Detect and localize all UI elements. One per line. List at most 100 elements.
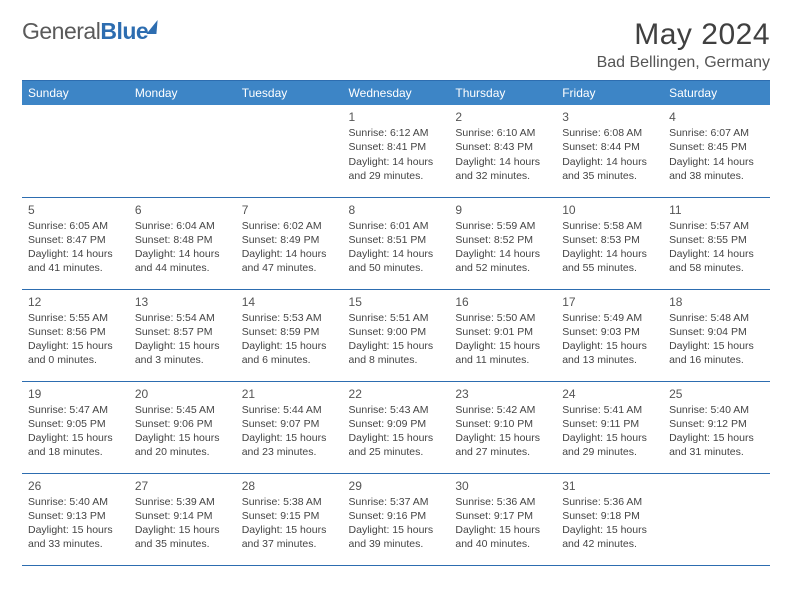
daylight-line: Daylight: 15 hours and 8 minutes. <box>349 339 444 367</box>
day-number: 2 <box>455 109 550 125</box>
daylight-line: Daylight: 15 hours and 29 minutes. <box>562 431 657 459</box>
sunset-line: Sunset: 9:07 PM <box>242 417 337 431</box>
daylight-line: Daylight: 14 hours and 32 minutes. <box>455 155 550 183</box>
daylight-line: Daylight: 14 hours and 47 minutes. <box>242 247 337 275</box>
day-number: 31 <box>562 478 657 494</box>
sunset-line: Sunset: 9:01 PM <box>455 325 550 339</box>
logo-word1: General <box>22 18 100 44</box>
day-number: 27 <box>135 478 230 494</box>
sunset-line: Sunset: 8:41 PM <box>349 140 444 154</box>
sunrise-line: Sunrise: 5:42 AM <box>455 403 550 417</box>
sunrise-line: Sunrise: 5:57 AM <box>669 219 764 233</box>
sunset-line: Sunset: 8:56 PM <box>28 325 123 339</box>
day-header-tuesday: Tuesday <box>236 81 343 106</box>
daylight-line: Daylight: 15 hours and 42 minutes. <box>562 523 657 551</box>
sunset-line: Sunset: 8:53 PM <box>562 233 657 247</box>
calendar-week-row: 26Sunrise: 5:40 AMSunset: 9:13 PMDayligh… <box>22 473 770 565</box>
day-number: 4 <box>669 109 764 125</box>
daylight-line: Daylight: 15 hours and 0 minutes. <box>28 339 123 367</box>
calendar-day-cell: 9Sunrise: 5:59 AMSunset: 8:52 PMDaylight… <box>449 197 556 289</box>
calendar-day-cell: 1Sunrise: 6:12 AMSunset: 8:41 PMDaylight… <box>343 105 450 197</box>
sunrise-line: Sunrise: 5:50 AM <box>455 311 550 325</box>
month-title: May 2024 <box>597 18 770 52</box>
daylight-line: Daylight: 15 hours and 16 minutes. <box>669 339 764 367</box>
sunrise-line: Sunrise: 5:47 AM <box>28 403 123 417</box>
location-label: Bad Bellingen, Germany <box>597 54 770 72</box>
sunrise-line: Sunrise: 5:36 AM <box>455 495 550 509</box>
sunrise-line: Sunrise: 6:10 AM <box>455 126 550 140</box>
calendar-day-cell: 17Sunrise: 5:49 AMSunset: 9:03 PMDayligh… <box>556 289 663 381</box>
calendar-day-cell <box>129 105 236 197</box>
day-header-friday: Friday <box>556 81 663 106</box>
day-header-sunday: Sunday <box>22 81 129 106</box>
sunrise-line: Sunrise: 6:02 AM <box>242 219 337 233</box>
day-header-row: SundayMondayTuesdayWednesdayThursdayFrid… <box>22 81 770 106</box>
logo-word2: Blue <box>100 18 148 44</box>
day-number: 19 <box>28 386 123 402</box>
sunset-line: Sunset: 8:55 PM <box>669 233 764 247</box>
day-number: 5 <box>28 202 123 218</box>
sunrise-line: Sunrise: 5:37 AM <box>349 495 444 509</box>
daylight-line: Daylight: 15 hours and 11 minutes. <box>455 339 550 367</box>
daylight-line: Daylight: 15 hours and 37 minutes. <box>242 523 337 551</box>
sunset-line: Sunset: 9:09 PM <box>349 417 444 431</box>
sunrise-line: Sunrise: 5:51 AM <box>349 311 444 325</box>
sunrise-line: Sunrise: 5:58 AM <box>562 219 657 233</box>
sunset-line: Sunset: 9:05 PM <box>28 417 123 431</box>
sunset-line: Sunset: 8:45 PM <box>669 140 764 154</box>
calendar-day-cell: 7Sunrise: 6:02 AMSunset: 8:49 PMDaylight… <box>236 197 343 289</box>
sunrise-line: Sunrise: 5:48 AM <box>669 311 764 325</box>
calendar-day-cell <box>236 105 343 197</box>
calendar-day-cell: 4Sunrise: 6:07 AMSunset: 8:45 PMDaylight… <box>663 105 770 197</box>
day-number: 6 <box>135 202 230 218</box>
calendar-day-cell: 11Sunrise: 5:57 AMSunset: 8:55 PMDayligh… <box>663 197 770 289</box>
calendar-day-cell: 13Sunrise: 5:54 AMSunset: 8:57 PMDayligh… <box>129 289 236 381</box>
sunrise-line: Sunrise: 5:59 AM <box>455 219 550 233</box>
sunset-line: Sunset: 8:44 PM <box>562 140 657 154</box>
daylight-line: Daylight: 15 hours and 35 minutes. <box>135 523 230 551</box>
day-number: 13 <box>135 294 230 310</box>
day-number: 9 <box>455 202 550 218</box>
day-number: 12 <box>28 294 123 310</box>
day-number: 24 <box>562 386 657 402</box>
calendar-day-cell: 15Sunrise: 5:51 AMSunset: 9:00 PMDayligh… <box>343 289 450 381</box>
sunrise-line: Sunrise: 6:08 AM <box>562 126 657 140</box>
day-header-thursday: Thursday <box>449 81 556 106</box>
day-number: 30 <box>455 478 550 494</box>
sunset-line: Sunset: 9:06 PM <box>135 417 230 431</box>
daylight-line: Daylight: 15 hours and 39 minutes. <box>349 523 444 551</box>
day-number: 14 <box>242 294 337 310</box>
calendar-day-cell: 29Sunrise: 5:37 AMSunset: 9:16 PMDayligh… <box>343 473 450 565</box>
daylight-line: Daylight: 14 hours and 58 minutes. <box>669 247 764 275</box>
day-number: 16 <box>455 294 550 310</box>
calendar-day-cell: 12Sunrise: 5:55 AMSunset: 8:56 PMDayligh… <box>22 289 129 381</box>
daylight-line: Daylight: 15 hours and 27 minutes. <box>455 431 550 459</box>
sunset-line: Sunset: 9:13 PM <box>28 509 123 523</box>
daylight-line: Daylight: 15 hours and 25 minutes. <box>349 431 444 459</box>
sunset-line: Sunset: 9:12 PM <box>669 417 764 431</box>
calendar-day-cell: 6Sunrise: 6:04 AMSunset: 8:48 PMDaylight… <box>129 197 236 289</box>
daylight-line: Daylight: 14 hours and 41 minutes. <box>28 247 123 275</box>
day-number: 29 <box>349 478 444 494</box>
day-number: 11 <box>669 202 764 218</box>
calendar-day-cell: 18Sunrise: 5:48 AMSunset: 9:04 PMDayligh… <box>663 289 770 381</box>
sunset-line: Sunset: 8:47 PM <box>28 233 123 247</box>
daylight-line: Daylight: 15 hours and 40 minutes. <box>455 523 550 551</box>
calendar-table: SundayMondayTuesdayWednesdayThursdayFrid… <box>22 80 770 566</box>
sunrise-line: Sunrise: 5:36 AM <box>562 495 657 509</box>
calendar-day-cell: 3Sunrise: 6:08 AMSunset: 8:44 PMDaylight… <box>556 105 663 197</box>
calendar-day-cell: 14Sunrise: 5:53 AMSunset: 8:59 PMDayligh… <box>236 289 343 381</box>
sunrise-line: Sunrise: 5:53 AM <box>242 311 337 325</box>
calendar-day-cell: 16Sunrise: 5:50 AMSunset: 9:01 PMDayligh… <box>449 289 556 381</box>
sunrise-line: Sunrise: 5:41 AM <box>562 403 657 417</box>
calendar-week-row: 5Sunrise: 6:05 AMSunset: 8:47 PMDaylight… <box>22 197 770 289</box>
day-number: 23 <box>455 386 550 402</box>
sunset-line: Sunset: 9:03 PM <box>562 325 657 339</box>
day-header-monday: Monday <box>129 81 236 106</box>
sunset-line: Sunset: 8:43 PM <box>455 140 550 154</box>
calendar-week-row: 12Sunrise: 5:55 AMSunset: 8:56 PMDayligh… <box>22 289 770 381</box>
day-number: 21 <box>242 386 337 402</box>
sunset-line: Sunset: 9:00 PM <box>349 325 444 339</box>
sunrise-line: Sunrise: 6:01 AM <box>349 219 444 233</box>
sunset-line: Sunset: 9:16 PM <box>349 509 444 523</box>
